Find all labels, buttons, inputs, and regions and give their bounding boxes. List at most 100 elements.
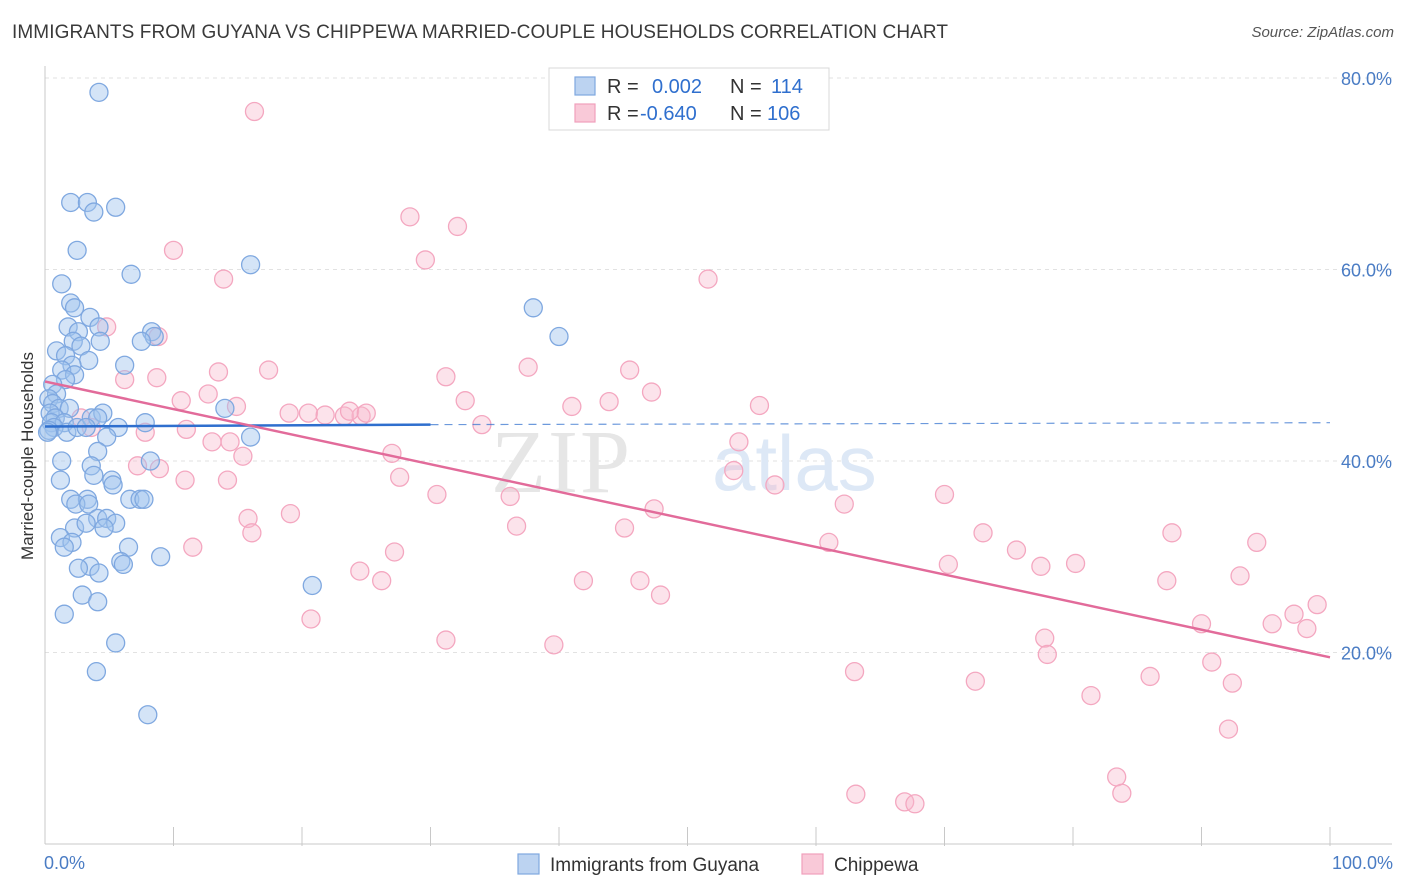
chippewa-point-94 (846, 784, 866, 804)
chippewa-point-46 (217, 470, 238, 490)
chippewa-point-14 (115, 369, 135, 390)
chippewa-point-70 (372, 571, 392, 591)
chippewa-point-88 (965, 671, 985, 691)
chippewa-point-4 (415, 250, 436, 270)
guyana-point-52 (97, 427, 117, 447)
guyana-point-78 (150, 547, 171, 567)
chippewa-point-0 (244, 101, 265, 122)
chippewa-point-87 (1140, 666, 1160, 687)
stats-legend-box (548, 67, 830, 131)
guyana-point-50 (215, 398, 235, 418)
legend-r-label-2: R = (607, 103, 639, 125)
chippewa-point-59 (1162, 523, 1182, 543)
chippewa-point-12 (518, 357, 538, 377)
chippewa-point-65 (1065, 553, 1086, 574)
guyana-point-12 (58, 317, 78, 337)
legend-swatch-guyana (574, 76, 596, 96)
guyana-point-51 (240, 427, 261, 447)
chippewa-point-13 (620, 360, 640, 380)
chippewa-point-74 (650, 585, 671, 605)
guyana-point-7 (240, 255, 261, 275)
guyana-point-23 (79, 350, 99, 371)
chippewa-point-64 (1006, 540, 1027, 560)
guyana-point-82 (89, 563, 109, 583)
guyana-point-21 (46, 341, 67, 361)
guyana-point-14 (68, 322, 89, 342)
guyana-point-81 (68, 558, 89, 578)
watermark-zip: ZIP (491, 413, 632, 512)
chippewa-point-60 (1247, 532, 1267, 553)
chippewa-point-17 (171, 391, 191, 411)
chippewa-point-15 (147, 368, 167, 388)
chippewa-point-57 (614, 518, 635, 538)
guyana-point-3 (106, 197, 126, 217)
guyana-point-80 (111, 551, 131, 572)
chippewa-point-54 (242, 523, 262, 543)
y-axis-label: Married-couple Households (18, 352, 37, 560)
bottom-legend-label-chippewa: Chippewa (834, 855, 919, 876)
chippewa-point-11 (436, 367, 456, 387)
chippewa-point-6 (698, 269, 718, 289)
chippewa-point-55 (280, 504, 301, 524)
guyana-point-2 (77, 192, 98, 213)
guyana-point-27 (64, 365, 85, 385)
chippewa-point-44 (390, 467, 410, 487)
chippewa-point-77 (1262, 614, 1282, 634)
chippewa-point-58 (973, 523, 993, 543)
chart-title: IMMIGRANTS FROM GUYANA VS CHIPPEWA MARRI… (12, 22, 949, 43)
chippewa-point-29 (339, 401, 360, 421)
guyana-point-91 (86, 662, 107, 682)
chippewa-point-49 (500, 486, 520, 507)
chippewa-point-37 (220, 432, 240, 452)
chippewa-point-63 (183, 537, 203, 557)
y-tick-label-20: 20.0% (1341, 644, 1392, 664)
legend-swatch-chippewa (574, 103, 596, 123)
guyana-point-34 (59, 398, 80, 418)
chippewa-point-43 (724, 460, 744, 481)
guyana-point-57 (84, 465, 104, 486)
chippewa-point-23 (749, 395, 770, 416)
trend-line-guyana-extension (430, 422, 1331, 426)
guyana-point-89 (523, 298, 543, 318)
guyana-point-87 (54, 604, 74, 624)
chippewa-point-45 (175, 470, 195, 490)
chippewa-point-71 (573, 571, 594, 591)
bottom-legend-swatch-guyana (517, 853, 540, 875)
guyana-point-84 (302, 575, 322, 596)
chippewa-point-5 (213, 269, 234, 289)
chippewa-point-20 (562, 396, 582, 417)
guyana-point-0 (89, 82, 109, 103)
chippewa-point-92 (1107, 767, 1127, 787)
chippewa-point-30 (356, 403, 376, 423)
guyana-point-5 (67, 240, 87, 261)
chippewa-point-78 (1284, 604, 1304, 624)
guyana-point-65 (134, 489, 154, 509)
bottom-legend-label-guyana: Immigrants from Guyana (550, 855, 759, 876)
chippewa-point-93 (1112, 783, 1132, 803)
chippewa-point-80 (1297, 618, 1317, 639)
bottom-legend-swatch-chippewa (801, 853, 824, 875)
chippewa-point-26 (315, 405, 335, 425)
chippewa-point-83 (544, 635, 564, 655)
guyana-point-70 (106, 513, 126, 533)
series-guyana (37, 82, 569, 725)
guyana-point-71 (64, 518, 85, 538)
guyana-point-86 (88, 592, 108, 612)
trend-line-chippewa (44, 380, 1331, 659)
chippewa-point-39 (233, 446, 253, 466)
x-tick-label-100: 100.0% (1332, 853, 1393, 873)
series-legend: Immigrants from Guyana Chippewa (517, 853, 919, 876)
chippewa-point-67 (938, 554, 959, 575)
y-tick-label-60: 60.0% (1341, 261, 1392, 281)
chippewa-point-1 (400, 207, 420, 227)
guyana-point-13 (89, 317, 109, 337)
chippewa-point-86 (844, 662, 865, 682)
chippewa-point-81 (436, 630, 456, 650)
series-chippewa (71, 101, 1327, 814)
guyana-point-72 (94, 518, 114, 538)
chippewa-point-75 (1307, 594, 1327, 615)
chippewa-point-89 (1222, 673, 1242, 693)
guyana-point-63 (120, 489, 140, 509)
gridlines (45, 77, 1392, 653)
chippewa-point-62 (384, 542, 405, 562)
